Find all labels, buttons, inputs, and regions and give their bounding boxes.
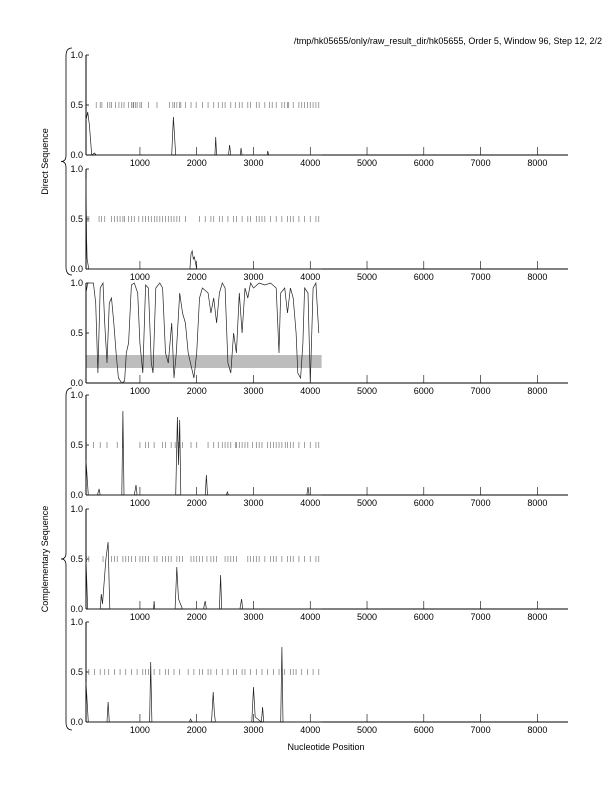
x-tick-label: 5000 [357,158,377,168]
series-line-complementary-frame-2 [85,541,322,610]
x-tick-label: 8000 [527,612,547,622]
x-tick-label: 4000 [300,725,320,735]
x-tick-label: 4000 [300,158,320,168]
direct-sequence-label: Direct Sequence [40,128,50,195]
x-tick-label: 1000 [130,612,150,622]
x-tick-label: 8000 [527,158,547,168]
x-tick-label: 2000 [187,498,207,508]
y-tick-label: 0.0 [70,378,83,388]
x-tick-label: 7000 [471,158,491,168]
x-tick-label: 4000 [300,498,320,508]
y-tick-label: 0.0 [70,490,83,500]
x-tick-label: 8000 [527,725,547,735]
y-tick-label: 1.0 [70,504,83,514]
x-tick-label: 1000 [130,272,150,282]
series-line-noncoding [85,281,320,384]
x-tick-label: 4000 [300,272,320,282]
x-tick-label: 5000 [357,272,377,282]
complementary-sequence-label: Complementary Sequence [40,506,50,613]
y-tick-label: 0.5 [70,328,83,338]
x-tick-label: 7000 [471,612,491,622]
x-tick-label: 4000 [300,612,320,622]
x-tick-label: 8000 [527,498,547,508]
x-tick-label: 8000 [527,386,547,396]
x-tick-label: 5000 [357,612,377,622]
y-tick-label: 0.0 [70,150,83,160]
y-tick-label: 1.0 [70,278,83,288]
y-tick-label: 0.0 [70,264,83,274]
x-tick-label: 5000 [357,498,377,508]
x-tick-label: 3000 [243,498,263,508]
x-tick-label: 6000 [414,612,434,622]
y-tick-label: 0.5 [70,667,83,677]
y-tick-label: 0.5 [70,554,83,564]
series-line-direct-frame-2 [85,178,322,270]
chart-title: /tmp/hk05655/only/raw_result_dir/hk05655… [293,36,602,46]
y-tick-label: 1.0 [70,164,83,174]
x-tick-label: 6000 [414,158,434,168]
y-tick-label: 0.5 [70,214,83,224]
x-tick-label: 2000 [187,725,207,735]
x-tick-label: 3000 [243,612,263,622]
x-tick-label: 1000 [130,498,150,508]
x-tick-label: 1000 [130,386,150,396]
x-tick-label: 2000 [187,386,207,396]
x-tick-label: 7000 [471,272,491,282]
y-tick-label: 1.0 [70,617,83,627]
x-tick-label: 6000 [414,272,434,282]
x-tick-label: 2000 [187,158,207,168]
y-tick-label: 1.0 [70,390,83,400]
y-tick-label: 0.5 [70,440,83,450]
y-tick-label: 1.0 [70,50,83,60]
x-tick-label: 7000 [471,498,491,508]
direct-brace [60,47,73,276]
x-tick-label: 5000 [357,725,377,735]
x-tick-label: 3000 [243,272,263,282]
threshold-band [86,355,322,368]
x-tick-label: 3000 [243,386,263,396]
complementary-brace [60,387,73,731]
series-line-direct-frame-1 [85,111,322,156]
x-tick-label: 4000 [300,386,320,396]
y-tick-label: 0.5 [70,100,83,110]
x-tick-label: 5000 [357,386,377,396]
x-tick-label: 1000 [130,725,150,735]
x-tick-label: 2000 [187,612,207,622]
x-tick-label: 3000 [243,158,263,168]
x-tick-label: 6000 [414,386,434,396]
x-tick-label: 8000 [527,272,547,282]
y-tick-label: 0.0 [70,604,83,614]
series-line-complementary-frame-1 [85,410,322,496]
x-axis-label: Nucleotide Position [287,742,364,752]
x-tick-label: 1000 [130,158,150,168]
y-tick-label: 0.0 [70,717,83,727]
x-tick-label: 2000 [187,272,207,282]
x-tick-label: 6000 [414,498,434,508]
x-tick-label: 6000 [414,725,434,735]
x-tick-label: 7000 [471,386,491,396]
x-tick-label: 3000 [243,725,263,735]
series-line-complementary-frame-3 [85,646,322,723]
x-tick-label: 7000 [471,725,491,735]
